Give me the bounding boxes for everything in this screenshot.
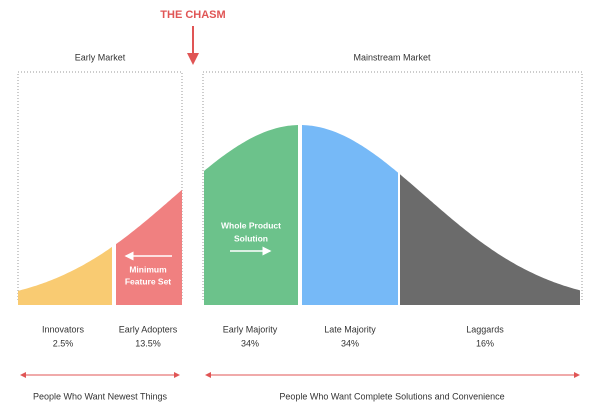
segment-label: Early Adopters <box>119 324 178 334</box>
note: Minimum <box>129 264 167 274</box>
market-bracket <box>17 71 183 300</box>
segment-share: 34% <box>341 338 359 348</box>
market-label: Mainstream Market <box>353 52 431 62</box>
note: Feature Set <box>125 276 171 286</box>
segment-share: 34% <box>241 338 259 348</box>
segment-share: 13.5% <box>135 338 161 348</box>
adopter-segment <box>204 125 298 305</box>
market-bracket <box>202 71 583 300</box>
adopter-segment <box>400 174 580 305</box>
segment-label: Early Majority <box>223 324 278 334</box>
segment-label: Laggards <box>466 324 504 334</box>
segment-label: Late Majority <box>324 324 376 334</box>
segment-label: Innovators <box>42 324 85 334</box>
audience-label: People Who Want Newest Things <box>33 391 168 401</box>
note: Solution <box>234 233 268 243</box>
audience-label: People Who Want Complete Solutions and C… <box>279 391 504 401</box>
chasm-title: THE CHASM <box>160 9 225 21</box>
segment-share: 16% <box>476 338 494 348</box>
adopter-segment <box>116 189 182 305</box>
adopter-segment <box>302 125 398 305</box>
segment-share: 2.5% <box>53 338 74 348</box>
adopter-segment <box>18 246 112 305</box>
market-label: Early Market <box>75 52 126 62</box>
note: Whole Product <box>221 220 281 230</box>
